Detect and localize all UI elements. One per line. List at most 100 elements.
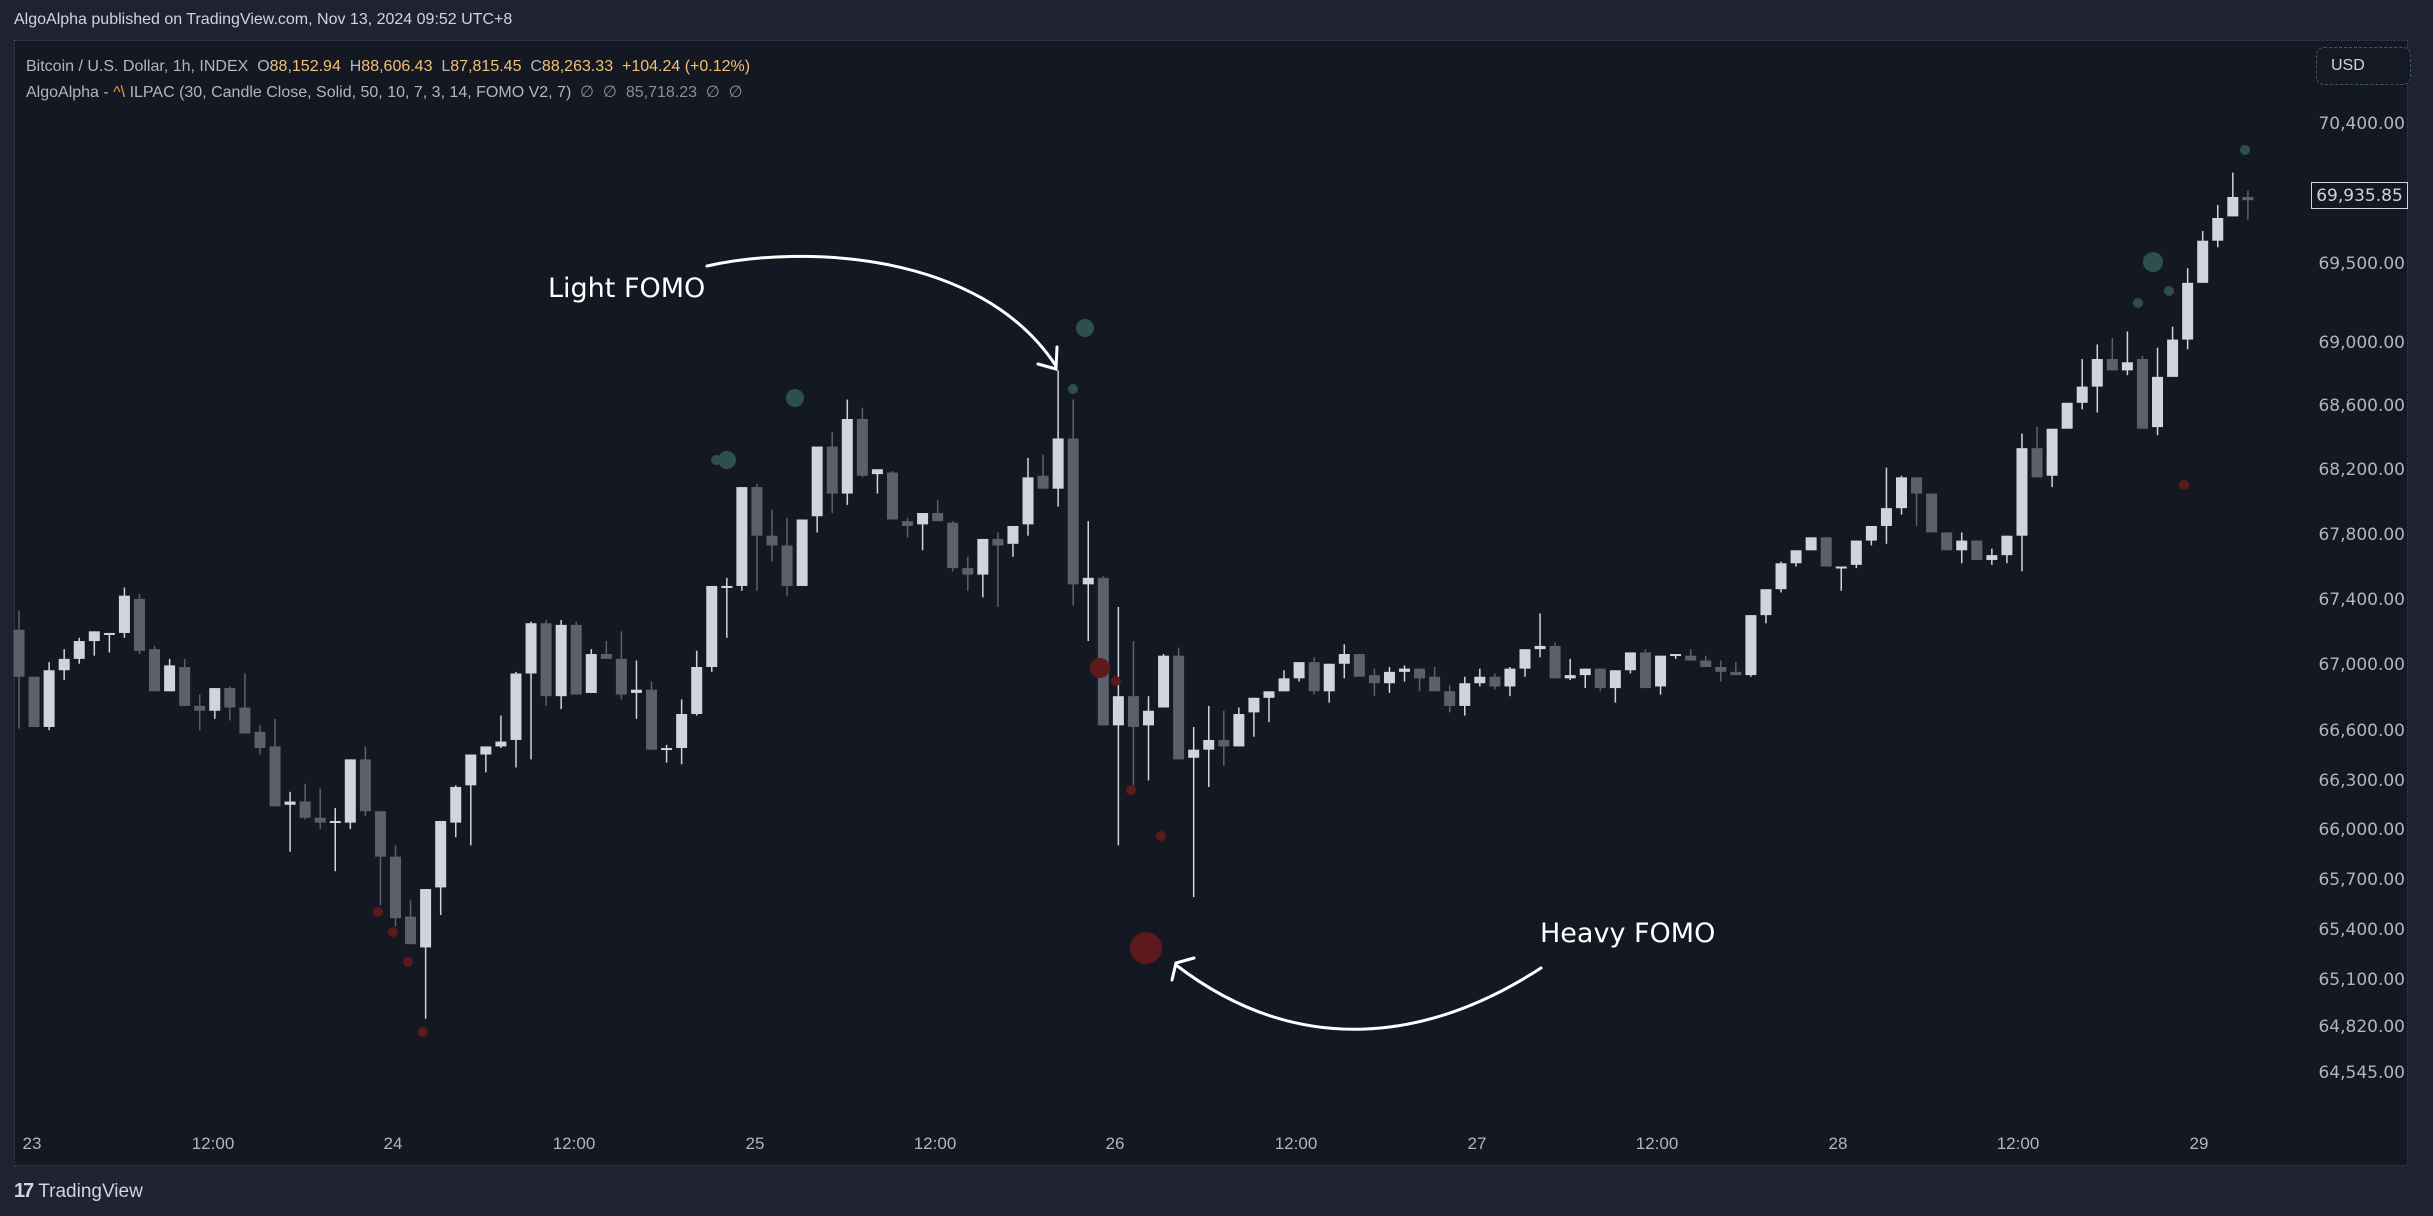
candle — [164, 665, 176, 692]
candle — [2061, 402, 2073, 429]
time-tick: 12:00 — [913, 1134, 957, 1153]
candle — [420, 889, 432, 948]
candle — [706, 585, 718, 668]
candle — [224, 688, 236, 708]
time-tick: 28 — [1828, 1134, 1848, 1153]
heavy-fomo-label: Heavy FOMO — [1540, 918, 1716, 949]
candle — [525, 623, 537, 674]
price-tick: 70,400.00 — [2318, 114, 2405, 134]
time-tick: 29 — [2189, 1134, 2209, 1153]
candle — [1926, 493, 1938, 533]
candle — [721, 585, 733, 588]
candle — [1971, 540, 1983, 561]
time-tick: 12:00 — [1274, 1134, 1318, 1153]
symbol-legend-row[interactable]: Bitcoin / U.S. Dollar, 1h, INDEX O88,152… — [26, 54, 750, 80]
candle — [1444, 691, 1456, 706]
candle — [2076, 386, 2088, 403]
heavy-fomo-dot — [373, 907, 383, 917]
time-tick: 12:00 — [1635, 1134, 1679, 1153]
time-tick: 23 — [22, 1134, 42, 1153]
candle — [1218, 739, 1230, 747]
candle — [194, 705, 206, 711]
tradingview-logo[interactable]: 17 TradingView — [14, 1180, 143, 1203]
candle — [661, 748, 673, 751]
candle — [1293, 662, 1305, 679]
time-tick: 27 — [1467, 1134, 1487, 1153]
candle — [2197, 240, 2209, 283]
indicator-legend-row[interactable]: AlgoAlpha - ^\ ILPAC (30, Candle Close, … — [26, 80, 750, 106]
candle — [405, 916, 417, 945]
candle — [1986, 555, 1998, 561]
candle — [1112, 696, 1124, 726]
candle — [1429, 676, 1441, 692]
candle — [2106, 359, 2118, 371]
candle — [1097, 577, 1109, 726]
candle — [1896, 477, 1907, 509]
candle — [73, 641, 85, 659]
candle — [1007, 525, 1019, 544]
heavy-fomo-dot — [1126, 785, 1136, 795]
candle — [28, 676, 40, 727]
candle — [43, 670, 55, 727]
candle — [1534, 645, 1546, 650]
candle — [1459, 683, 1471, 706]
candle — [871, 469, 883, 475]
indicator-value-5: ∅ — [728, 84, 743, 101]
candle — [149, 649, 161, 692]
high-value: 88,606.43 — [361, 58, 433, 75]
tradingview-logo-icon: 17 — [14, 1180, 34, 1202]
candle — [1564, 675, 1576, 679]
heavy-fomo-dot — [418, 1027, 428, 1037]
candle — [796, 519, 808, 586]
candle — [1609, 670, 1621, 689]
chart-pane[interactable] — [14, 40, 2408, 1166]
chart-legend: Bitcoin / U.S. Dollar, 1h, INDEX O88,152… — [26, 54, 750, 106]
candle — [1158, 655, 1170, 708]
last-price-label: 69,935.85 — [2311, 182, 2408, 209]
candle — [766, 535, 778, 546]
candle — [118, 595, 130, 633]
candle — [630, 689, 642, 693]
candle — [1127, 696, 1139, 727]
light-fomo-dot — [2143, 252, 2163, 272]
candle — [1143, 710, 1154, 726]
candle — [1082, 577, 1094, 585]
time-tick: 12:00 — [191, 1134, 235, 1153]
price-tick: 64,545.00 — [2318, 1063, 2405, 1083]
light-fomo-label: Light FOMO — [548, 273, 706, 304]
price-tick: 64,820.00 — [2318, 1017, 2405, 1037]
candle — [2121, 362, 2133, 371]
candle — [1911, 477, 1923, 494]
candle — [1338, 654, 1350, 664]
light-fomo-dot — [2133, 298, 2143, 308]
publish-line: AlgoAlpha published on TradingView.com, … — [14, 11, 513, 28]
time-tick: 12:00 — [552, 1134, 596, 1153]
candle — [1624, 652, 1636, 671]
price-tick: 69,000.00 — [2318, 333, 2405, 353]
candle — [947, 522, 959, 569]
candle — [1715, 667, 1727, 672]
candle — [962, 568, 974, 575]
price-tick: 67,400.00 — [2318, 590, 2405, 610]
light-fomo-dot — [2164, 286, 2174, 296]
candle — [1685, 655, 1697, 661]
candle — [1263, 691, 1275, 698]
candle — [1173, 655, 1185, 760]
candle — [781, 545, 793, 586]
candle — [2167, 339, 2179, 377]
candle — [751, 487, 763, 536]
time-tick: 25 — [745, 1134, 765, 1153]
candle — [179, 667, 191, 706]
candle — [1670, 654, 1682, 657]
candle — [1399, 668, 1411, 672]
heavy-fomo-dot — [1156, 831, 1166, 841]
candle — [917, 513, 929, 525]
candle — [480, 746, 492, 755]
currency-button[interactable]: USD — [2316, 47, 2411, 85]
low-value: 87,815.45 — [450, 58, 522, 75]
low-label: L — [441, 58, 451, 75]
candle — [2212, 218, 2224, 241]
candle — [977, 538, 989, 575]
candle — [1188, 749, 1200, 758]
